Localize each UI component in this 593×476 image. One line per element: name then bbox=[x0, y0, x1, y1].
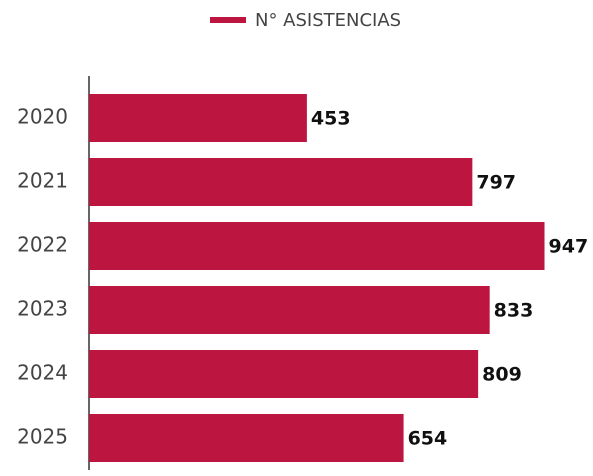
value-label: 453 bbox=[311, 108, 351, 130]
legend-label: N° ASISTENCIAS bbox=[255, 10, 401, 31]
bar bbox=[89, 158, 473, 206]
value-label: 654 bbox=[408, 428, 448, 450]
value-label: 947 bbox=[549, 236, 589, 258]
bar bbox=[89, 350, 479, 398]
bar bbox=[89, 286, 490, 334]
y-tick-label: 2024 bbox=[17, 361, 68, 385]
value-label: 809 bbox=[482, 364, 522, 386]
legend-swatch bbox=[210, 17, 246, 23]
bar bbox=[89, 222, 545, 270]
y-tick-label: 2025 bbox=[17, 425, 68, 449]
y-tick-label: 2022 bbox=[17, 233, 68, 257]
y-tick-label: 2023 bbox=[17, 297, 68, 321]
bar bbox=[89, 414, 404, 462]
value-label: 797 bbox=[476, 172, 516, 194]
bar bbox=[89, 94, 307, 142]
y-tick-label: 2020 bbox=[17, 105, 68, 129]
value-label: 833 bbox=[494, 300, 534, 322]
y-tick-label: 2021 bbox=[17, 169, 68, 193]
